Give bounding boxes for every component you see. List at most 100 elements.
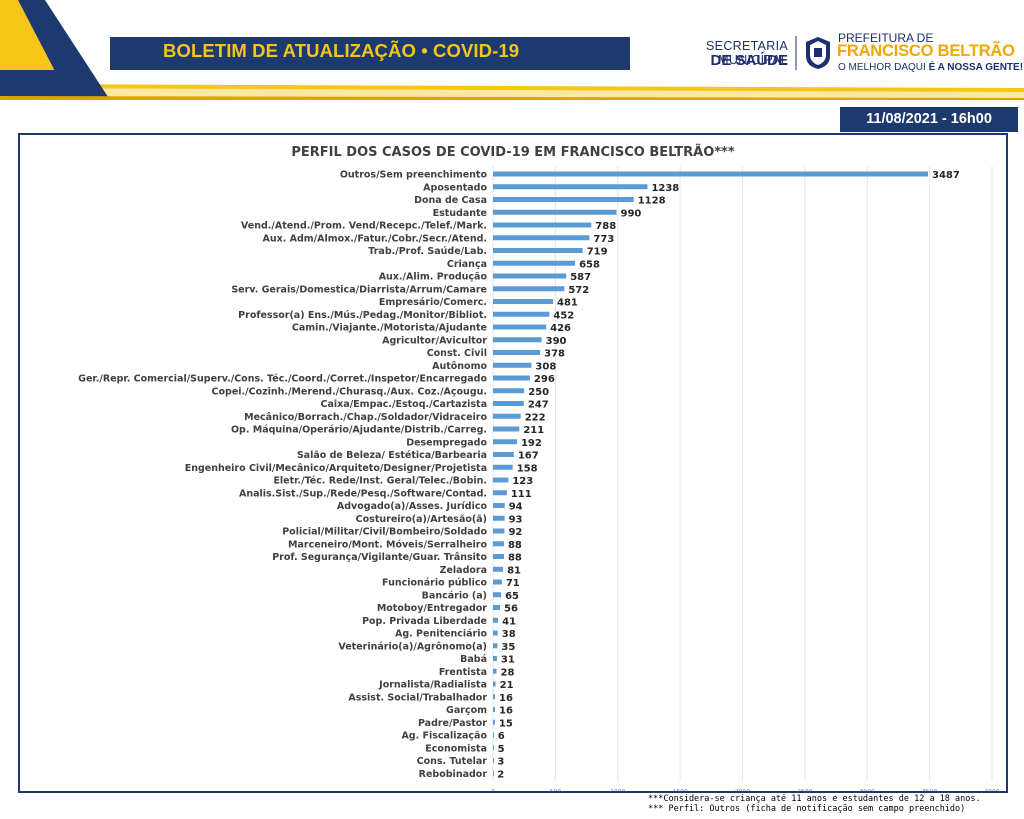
category-label: Engenheiro Civil/Mecânico/Arquiteto/Desi… xyxy=(185,463,487,474)
bar xyxy=(493,656,497,661)
x-tick-label: 2500 xyxy=(797,788,812,791)
category-label: Estudante xyxy=(433,208,487,219)
value-label: 481 xyxy=(557,298,578,309)
value-label: 788 xyxy=(595,221,616,232)
value-label: 378 xyxy=(544,349,565,360)
bar xyxy=(493,286,565,292)
x-tick-label: 1500 xyxy=(672,788,687,791)
bar xyxy=(493,362,532,368)
category-label: Salão de Beleza/ Estética/Barbearia xyxy=(297,450,487,461)
value-label: 572 xyxy=(568,285,589,296)
chart-title: PERFIL DOS CASOS DE COVID-19 EM FRANCISC… xyxy=(291,144,735,160)
value-label: 88 xyxy=(508,540,522,551)
category-label: Serv. Gerais/Domestica/Diarrista/Arrum/C… xyxy=(231,284,487,295)
category-label: Marceneiro/Mont. Móveis/Serralheiro xyxy=(288,539,487,550)
x-tick-label: 1000 xyxy=(610,788,625,791)
bar xyxy=(493,299,554,304)
category-label: Ger./Repr. Comercial/Superv./Cons. Téc./… xyxy=(78,374,487,385)
bar xyxy=(493,439,517,445)
category-label: Ag. Fiscalização xyxy=(401,731,487,742)
value-label: 35 xyxy=(501,642,515,653)
category-label: Veterinário(a)/Agrônomo(a) xyxy=(338,641,487,652)
bar xyxy=(493,592,502,598)
value-label: 308 xyxy=(535,361,556,372)
value-label: 719 xyxy=(587,247,608,258)
value-label: 426 xyxy=(550,323,571,334)
bar xyxy=(493,566,504,572)
value-label: 390 xyxy=(546,336,567,347)
bar xyxy=(493,503,505,508)
x-tick-label: 500 xyxy=(550,788,562,791)
category-label: Ag. Penitenciário xyxy=(395,629,487,640)
prefeitura-line1: PREFEITURA DE xyxy=(838,31,934,45)
bar xyxy=(493,311,550,317)
value-label: 28 xyxy=(500,667,514,678)
chart-frame: PERFIL DOS CASOS DE COVID-19 EM FRANCISC… xyxy=(18,133,1008,793)
value-label: 3487 xyxy=(932,170,960,181)
value-label: 250 xyxy=(528,387,549,398)
bar xyxy=(493,413,521,419)
bar xyxy=(493,375,530,381)
x-tick-label: 3000 xyxy=(860,788,875,791)
category-label: Aposentado xyxy=(423,182,487,193)
bar xyxy=(493,719,495,725)
x-tick-label: 4000 xyxy=(984,788,999,791)
bar xyxy=(493,617,499,623)
bar xyxy=(493,490,507,496)
secretaria-line2: DE SAÚDE xyxy=(710,52,788,69)
category-label: Agricultor/Avicultor xyxy=(382,335,487,346)
value-label: 123 xyxy=(512,476,533,487)
category-label: Eletr./Téc. Rede/Inst. Geral/Telec./Bobi… xyxy=(273,476,487,487)
category-label: Mecânico/Borrach./Chap./Soldador/Vidrace… xyxy=(244,412,487,423)
bar xyxy=(493,732,494,738)
bar xyxy=(493,643,498,649)
category-label: Padre/Pastor xyxy=(418,718,487,729)
update-date: 11/08/2021 - 16h00 xyxy=(840,107,1018,132)
bar xyxy=(493,324,547,330)
category-label: Babá xyxy=(460,654,487,665)
category-label: Aux./Alim. Produção xyxy=(379,272,488,283)
bar xyxy=(493,337,542,343)
footnote-2: *** Perfil: Outros (ficha de notificação… xyxy=(648,804,966,814)
category-label: Empresário/Comerc. xyxy=(379,297,487,308)
category-label: Const. Civil xyxy=(427,348,487,359)
x-tick-label: 2000 xyxy=(735,788,750,791)
category-label: Criança xyxy=(447,259,487,270)
category-label: Desempregado xyxy=(406,437,487,448)
bar xyxy=(493,579,502,585)
value-label: 2 xyxy=(497,769,504,780)
bar xyxy=(493,668,497,674)
value-label: 990 xyxy=(621,208,642,219)
value-label: 296 xyxy=(534,374,555,385)
bar xyxy=(493,554,504,559)
value-label: 6 xyxy=(498,731,505,742)
bar xyxy=(493,426,520,432)
category-label: Analis.Sist./Sup./Rede/Pesq./Software/Co… xyxy=(239,488,487,499)
value-label: 167 xyxy=(518,451,539,462)
value-label: 192 xyxy=(521,438,542,449)
bar xyxy=(493,770,494,776)
category-label: Dona de Casa xyxy=(414,195,487,206)
category-label: Prof. Segurança/Vigilante/Guar. Trânsito xyxy=(272,552,487,563)
category-label: Professor(a) Ens./Mús./Pedag./Monitor/Bi… xyxy=(238,310,487,321)
bar xyxy=(493,209,617,215)
prefeitura-line2: FRANCISCO BELTRÃO xyxy=(837,42,1015,60)
category-label: Zeladora xyxy=(440,565,487,576)
value-label: 658 xyxy=(579,259,600,270)
category-label: Copei./Cozinh./Merend./Churasq./Aux. Coz… xyxy=(212,386,487,397)
x-tick-label: 3500 xyxy=(922,788,937,791)
bar xyxy=(493,477,509,483)
category-label: Trab./Prof. Saúde/Lab. xyxy=(368,246,487,257)
bar xyxy=(493,235,590,241)
category-label: Assist. Social/Trabalhador xyxy=(348,692,487,703)
category-label: Frentista xyxy=(439,667,487,678)
slogan-part-b: É A NOSSA GENTE! xyxy=(928,62,1024,73)
value-label: 1238 xyxy=(651,183,679,194)
value-label: 158 xyxy=(517,463,538,474)
category-label: Op. Máquina/Operário/Ajudante/Distrib./C… xyxy=(231,425,487,436)
value-label: 111 xyxy=(511,489,532,500)
value-label: 81 xyxy=(507,565,521,576)
category-label: Rebobinador xyxy=(419,769,488,780)
category-label: Policial/Militar/Civil/Bombeiro/Soldado xyxy=(282,527,487,538)
value-label: 5 xyxy=(498,744,505,755)
